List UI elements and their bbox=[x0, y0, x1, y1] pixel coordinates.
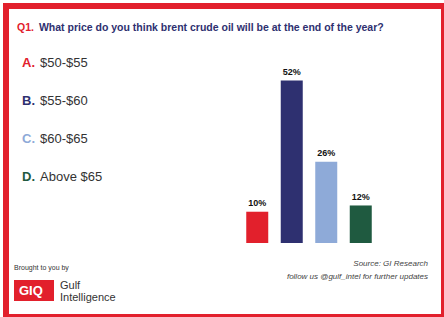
svg-text:D.: D. bbox=[22, 169, 35, 184]
svg-text:Source: GI Research: Source: GI Research bbox=[353, 259, 428, 268]
svg-text:26%: 26% bbox=[317, 148, 335, 158]
svg-text:$55-$60: $55-$60 bbox=[40, 93, 88, 108]
svg-text:52%: 52% bbox=[283, 67, 301, 77]
svg-text:What price do you think brent: What price do you think brent crude oil … bbox=[39, 21, 384, 33]
svg-text:Q1.: Q1. bbox=[17, 21, 34, 33]
svg-text:Intelligence: Intelligence bbox=[60, 291, 116, 303]
svg-text:Gulf: Gulf bbox=[60, 279, 81, 291]
svg-text:$60-$65: $60-$65 bbox=[40, 131, 88, 146]
svg-text:A.: A. bbox=[22, 55, 35, 70]
svg-text:10%: 10% bbox=[248, 198, 266, 208]
svg-text:GIQ: GIQ bbox=[19, 283, 43, 298]
svg-text:follow us @gulf_intel for furt: follow us @gulf_intel for further update… bbox=[287, 272, 428, 281]
svg-text:12%: 12% bbox=[352, 192, 370, 202]
svg-text:B.: B. bbox=[22, 93, 35, 108]
svg-text:$50-$55: $50-$55 bbox=[40, 55, 88, 70]
svg-text:Above $65: Above $65 bbox=[40, 169, 102, 184]
svg-text:C.: C. bbox=[22, 131, 35, 146]
svg-text:Brought to you by: Brought to you by bbox=[14, 264, 69, 272]
